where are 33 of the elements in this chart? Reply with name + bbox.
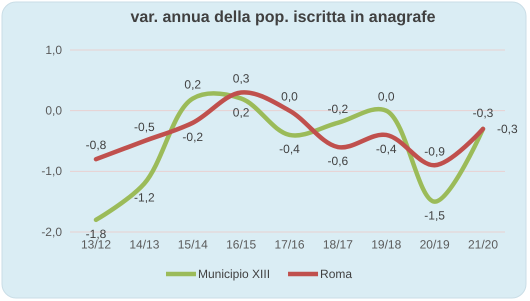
y-tick-label: -1,0: [41, 164, 62, 178]
data-label: -0,9: [424, 144, 446, 158]
data-label: -0,2: [182, 130, 204, 144]
data-label: -0,4: [376, 142, 397, 156]
data-label: -1,2: [134, 190, 156, 204]
data-label: 0,2: [232, 106, 250, 120]
x-tick-label: 17/16: [274, 238, 305, 252]
x-tick-label: 19/18: [371, 238, 402, 252]
data-label: -0,5: [134, 120, 156, 134]
legend-label: Municipio XIII: [198, 267, 270, 281]
data-label: -0,2: [328, 102, 349, 116]
data-label: 0,2: [184, 78, 202, 92]
y-tick-label: -2,0: [41, 224, 62, 239]
y-tick-label: 0,0: [45, 104, 62, 118]
data-label: -1,8: [86, 226, 107, 241]
data-label: -0,3: [497, 122, 518, 136]
x-tick-label: 18/17: [322, 238, 354, 252]
y-tick-label: 1,0: [45, 42, 62, 57]
data-label: 0,0: [281, 90, 298, 104]
x-tick-label: 20/19: [420, 238, 450, 252]
data-label: -0,8: [86, 138, 107, 152]
x-tick-label: 16/15: [226, 238, 256, 252]
data-label: -0,6: [328, 154, 349, 168]
legend-label: Roma: [320, 267, 352, 281]
x-tick-label: 14/13: [129, 238, 160, 252]
chart-title: var. annua della pop. iscritta in anagrafe: [130, 9, 436, 26]
data-label: 0,0: [378, 90, 395, 104]
data-label: -0,4: [279, 142, 300, 156]
x-tick-label: 15/14: [178, 238, 208, 252]
data-label: -0,3: [472, 106, 494, 120]
data-label: 0,3: [232, 71, 250, 86]
data-label: -1,5: [424, 208, 446, 223]
x-tick-label: 21/20: [468, 238, 498, 252]
